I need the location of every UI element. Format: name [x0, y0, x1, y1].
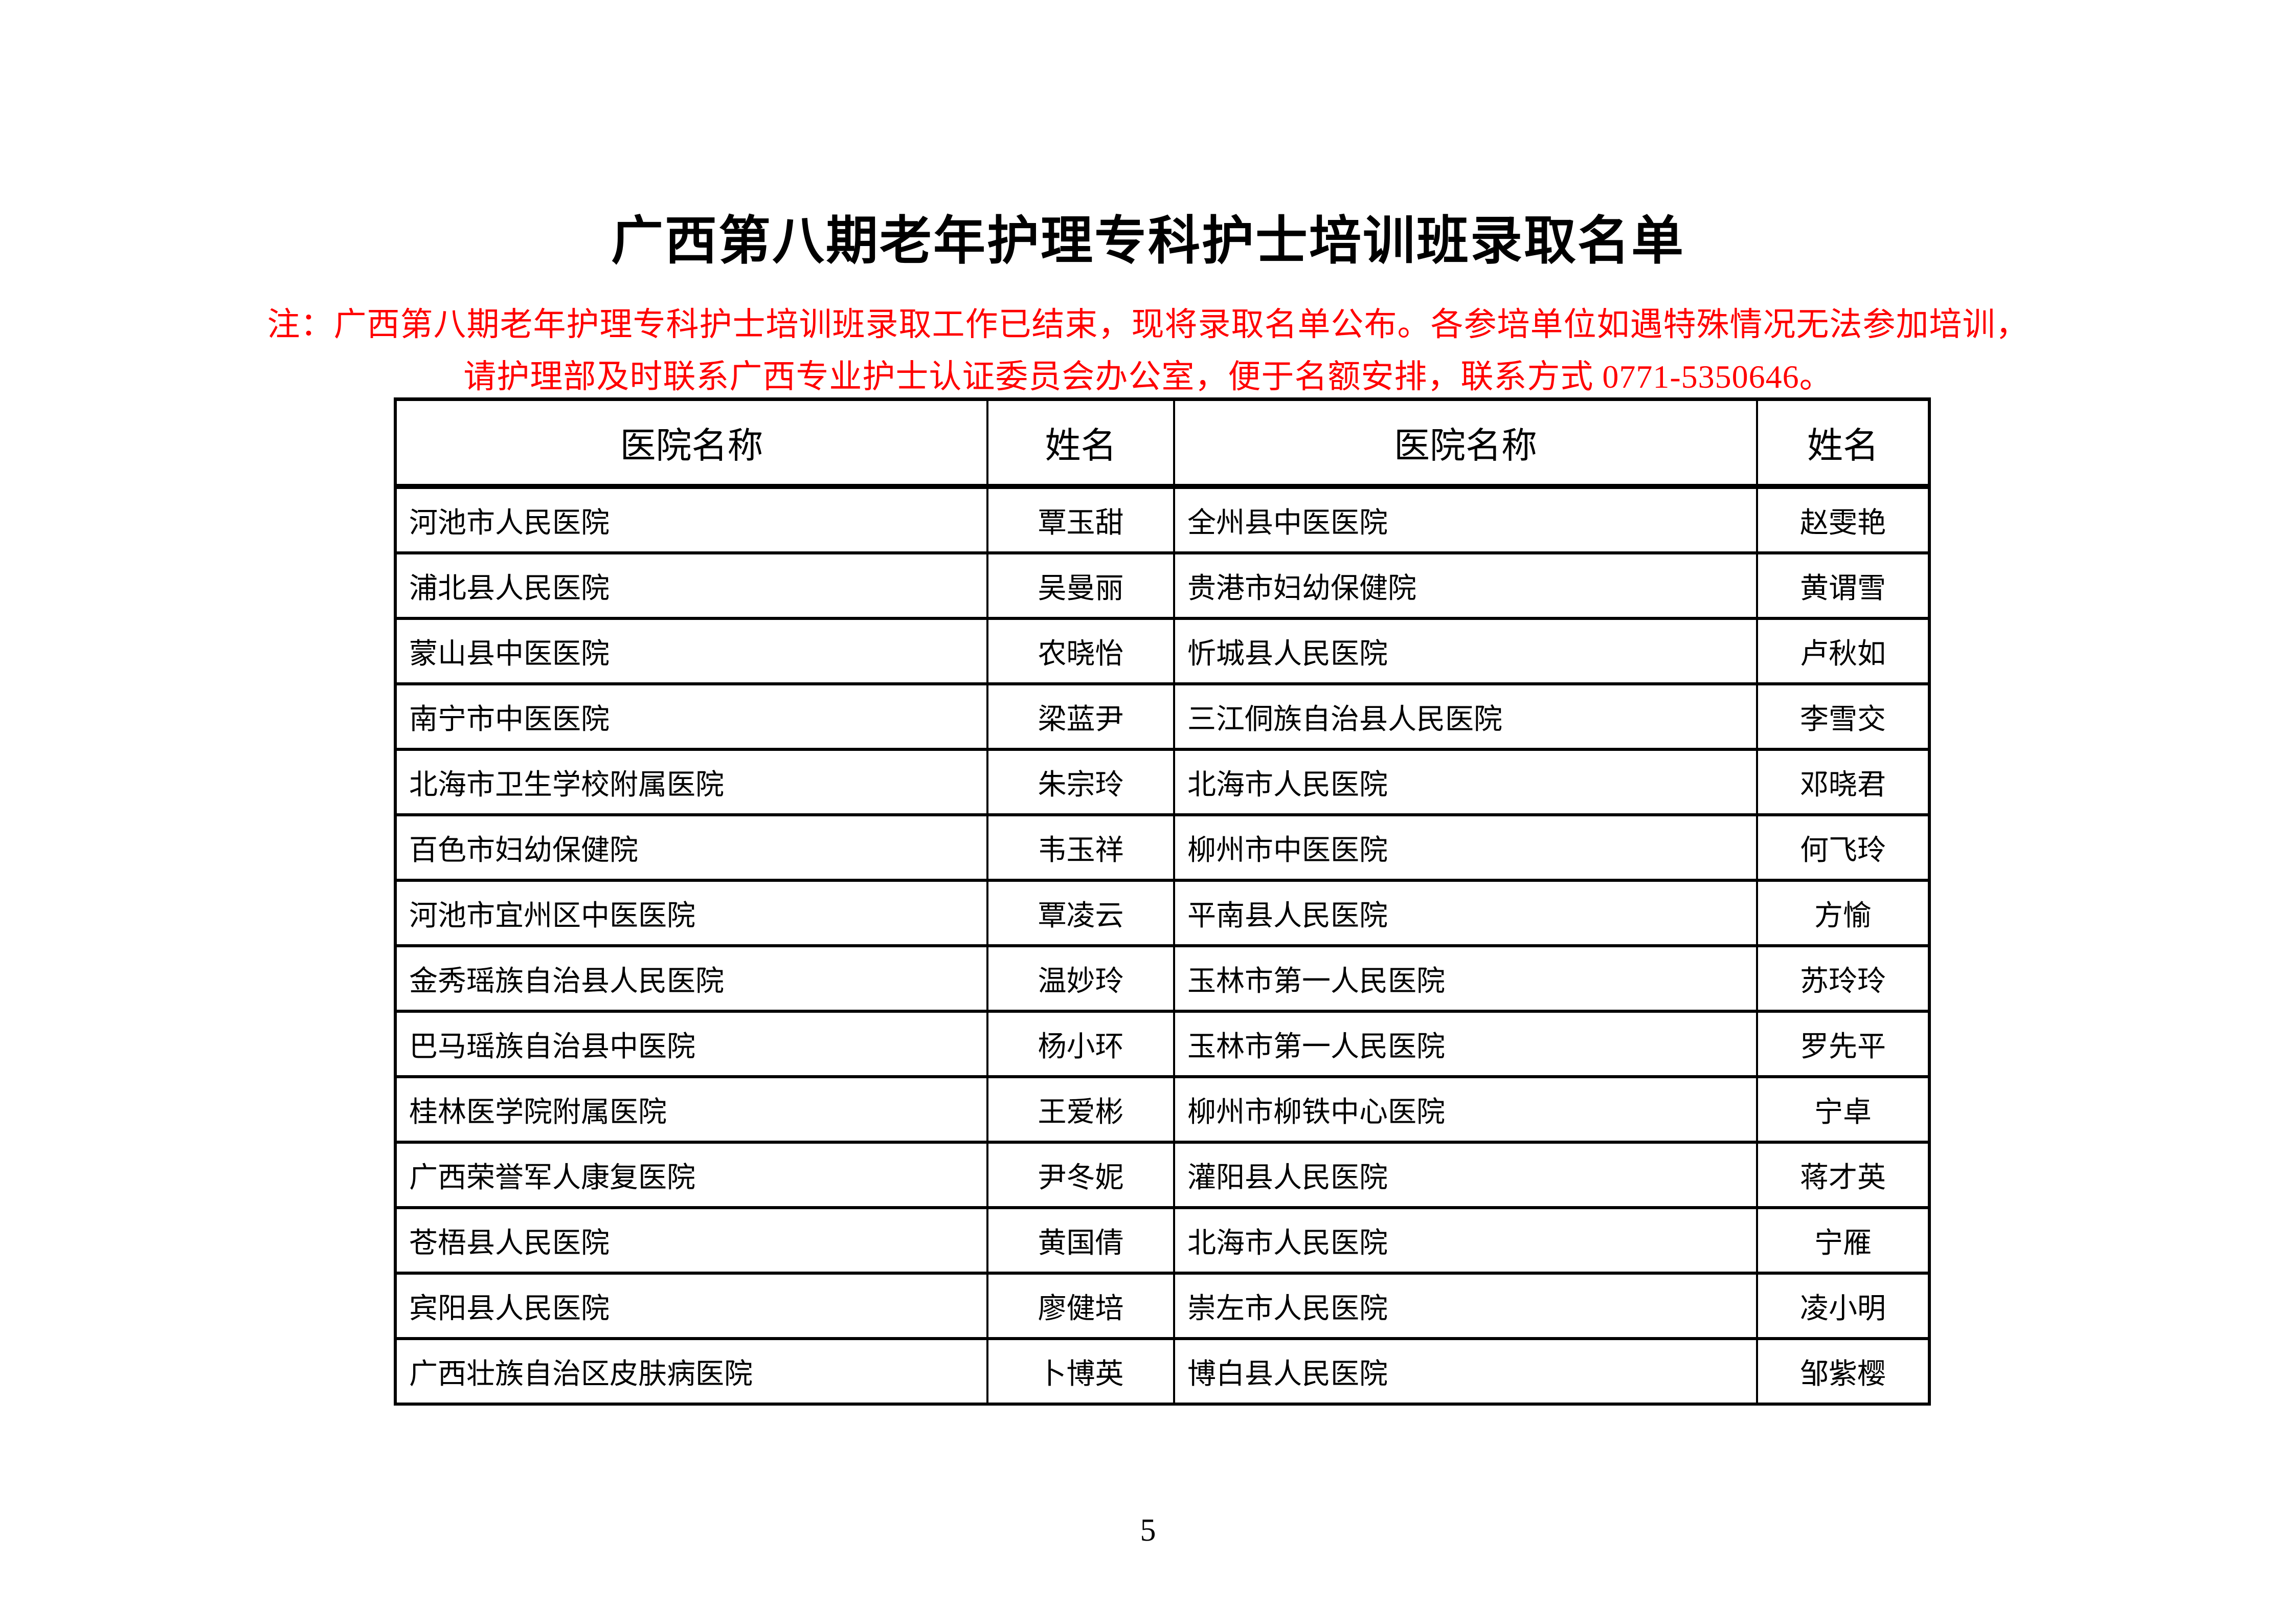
- table-row: 苍梧县人民医院 黄国倩 北海市人民医院 宁雁: [394, 1206, 1930, 1275]
- name-cell: 苏玲玲: [1756, 944, 1930, 1013]
- hospital-cell: 巴马瑶族自治县中医院: [394, 1010, 988, 1078]
- name-cell: 宁雁: [1756, 1206, 1930, 1275]
- name-cell: 黄国倩: [986, 1206, 1175, 1275]
- table-row: 南宁市中医医院 梁蓝尹 三江侗族自治县人民医院 李雪交: [394, 682, 1930, 751]
- name-cell: 尹冬妮: [986, 1141, 1175, 1209]
- name-cell: 宁卓: [1756, 1075, 1930, 1144]
- name-cell: 邹紫樱: [1756, 1337, 1930, 1406]
- table-row: 宾阳县人民医院 廖健培 崇左市人民医院 凌小明: [394, 1272, 1930, 1340]
- name-cell: 梁蓝尹: [986, 682, 1175, 751]
- name-cell: 朱宗玲: [986, 748, 1175, 816]
- name-cell: 卜博英: [986, 1337, 1175, 1406]
- name-cell: 李雪交: [1756, 682, 1930, 751]
- header-hospital-left: 医院名称: [394, 397, 988, 489]
- hospital-cell: 忻城县人民医院: [1173, 617, 1758, 685]
- hospital-cell: 广西荣誉军人康复医院: [394, 1141, 988, 1209]
- hospital-cell: 宾阳县人民医院: [394, 1272, 988, 1340]
- name-cell: 温妙玲: [986, 944, 1175, 1013]
- hospital-cell: 金秀瑶族自治县人民医院: [394, 944, 988, 1013]
- hospital-cell: 北海市卫生学校附属医院: [394, 748, 988, 816]
- table-row: 广西荣誉军人康复医院 尹冬妮 灌阳县人民医院 蒋才英: [394, 1141, 1930, 1209]
- hospital-cell: 平南县人民医院: [1173, 879, 1758, 947]
- notice-line-1: 注：广西第八期老年护理专科护士培训班录取工作已结束，现将录取名单公布。各参培单位…: [267, 306, 2029, 343]
- name-cell: 覃凌云: [986, 879, 1175, 947]
- hospital-cell: 苍梧县人民医院: [394, 1206, 988, 1275]
- hospital-cell: 三江侗族自治县人民医院: [1173, 682, 1758, 751]
- hospital-cell: 南宁市中医医院: [394, 682, 988, 751]
- table-row: 桂林医学院附属医院 王爱彬 柳州市柳铁中心医院 宁卓: [394, 1075, 1930, 1144]
- hospital-cell: 蒙山县中医医院: [394, 617, 988, 685]
- table-row: 蒙山县中医医院 农晓怡 忻城县人民医院 卢秋如: [394, 617, 1930, 685]
- table-row: 百色市妇幼保健院 韦玉祥 柳州市中医医院 何飞玲: [394, 813, 1930, 882]
- header-name-left: 姓名: [986, 397, 1175, 489]
- name-cell: 罗先平: [1756, 1010, 1930, 1078]
- admission-notice: 注：广西第八期老年护理专科护士培训班录取工作已结束，现将录取名单公布。各参培单位…: [0, 299, 2296, 403]
- name-cell: 王爱彬: [986, 1075, 1175, 1144]
- hospital-cell: 博白县人民医院: [1173, 1337, 1758, 1406]
- hospital-cell: 玉林市第一人民医院: [1173, 1010, 1758, 1078]
- name-cell: 杨小环: [986, 1010, 1175, 1078]
- table-row: 金秀瑶族自治县人民医院 温妙玲 玉林市第一人民医院 苏玲玲: [394, 944, 1930, 1013]
- hospital-cell: 全州县中医医院: [1173, 485, 1758, 554]
- hospital-cell: 崇左市人民医院: [1173, 1272, 1758, 1340]
- hospital-cell: 北海市人民医院: [1173, 748, 1758, 816]
- table-row: 河池市宜州区中医医院 覃凌云 平南县人民医院 方愉: [394, 879, 1930, 947]
- hospital-cell: 桂林医学院附属医院: [394, 1075, 988, 1144]
- notice-line-2: 请护理部及时联系广西专业护士认证委员会办公室，便于名额安排，联系方式 0771-…: [463, 359, 1833, 395]
- name-cell: 何飞玲: [1756, 813, 1930, 882]
- name-cell: 卢秋如: [1756, 617, 1930, 685]
- name-cell: 廖健培: [986, 1272, 1175, 1340]
- name-cell: 凌小明: [1756, 1272, 1930, 1340]
- table-row: 北海市卫生学校附属医院 朱宗玲 北海市人民医院 邓晓君: [394, 748, 1930, 816]
- header-name-right: 姓名: [1756, 397, 1930, 489]
- header-hospital-right: 医院名称: [1173, 397, 1758, 489]
- hospital-cell: 灌阳县人民医院: [1173, 1141, 1758, 1209]
- table-header-row: 医院名称 姓名 医院名称 姓名: [394, 397, 1930, 489]
- hospital-cell: 河池市人民医院: [394, 485, 988, 554]
- table-row: 广西壮族自治区皮肤病医院 卜博英 博白县人民医院 邹紫樱: [394, 1337, 1930, 1406]
- page-number: 5: [1140, 1513, 1156, 1548]
- hospital-cell: 北海市人民医院: [1173, 1206, 1758, 1275]
- admission-roster-table: 医院名称 姓名 医院名称 姓名 河池市人民医院 覃玉甜 全州县中医医院 赵雯艳 …: [394, 397, 1931, 1406]
- page-title: 广西第八期老年护理专科护士培训班录取名单: [611, 213, 1685, 271]
- hospital-cell: 柳州市中医医院: [1173, 813, 1758, 882]
- hospital-cell: 玉林市第一人民医院: [1173, 944, 1758, 1013]
- table-row: 河池市人民医院 覃玉甜 全州县中医医院 赵雯艳: [394, 485, 1930, 554]
- name-cell: 韦玉祥: [986, 813, 1175, 882]
- hospital-cell: 浦北县人民医院: [394, 551, 988, 620]
- name-cell: 覃玉甜: [986, 485, 1175, 554]
- name-cell: 方愉: [1756, 879, 1930, 947]
- name-cell: 农晓怡: [986, 617, 1175, 685]
- name-cell: 黄谓雪: [1756, 551, 1930, 620]
- name-cell: 邓晓君: [1756, 748, 1930, 816]
- name-cell: 吴曼丽: [986, 551, 1175, 620]
- name-cell: 蒋才英: [1756, 1141, 1930, 1209]
- hospital-cell: 柳州市柳铁中心医院: [1173, 1075, 1758, 1144]
- hospital-cell: 广西壮族自治区皮肤病医院: [394, 1337, 988, 1406]
- hospital-cell: 百色市妇幼保健院: [394, 813, 988, 882]
- table-row: 巴马瑶族自治县中医院 杨小环 玉林市第一人民医院 罗先平: [394, 1010, 1930, 1078]
- table-row: 浦北县人民医院 吴曼丽 贵港市妇幼保健院 黄谓雪: [394, 551, 1930, 620]
- name-cell: 赵雯艳: [1756, 485, 1930, 554]
- hospital-cell: 贵港市妇幼保健院: [1173, 551, 1758, 620]
- hospital-cell: 河池市宜州区中医医院: [394, 879, 988, 947]
